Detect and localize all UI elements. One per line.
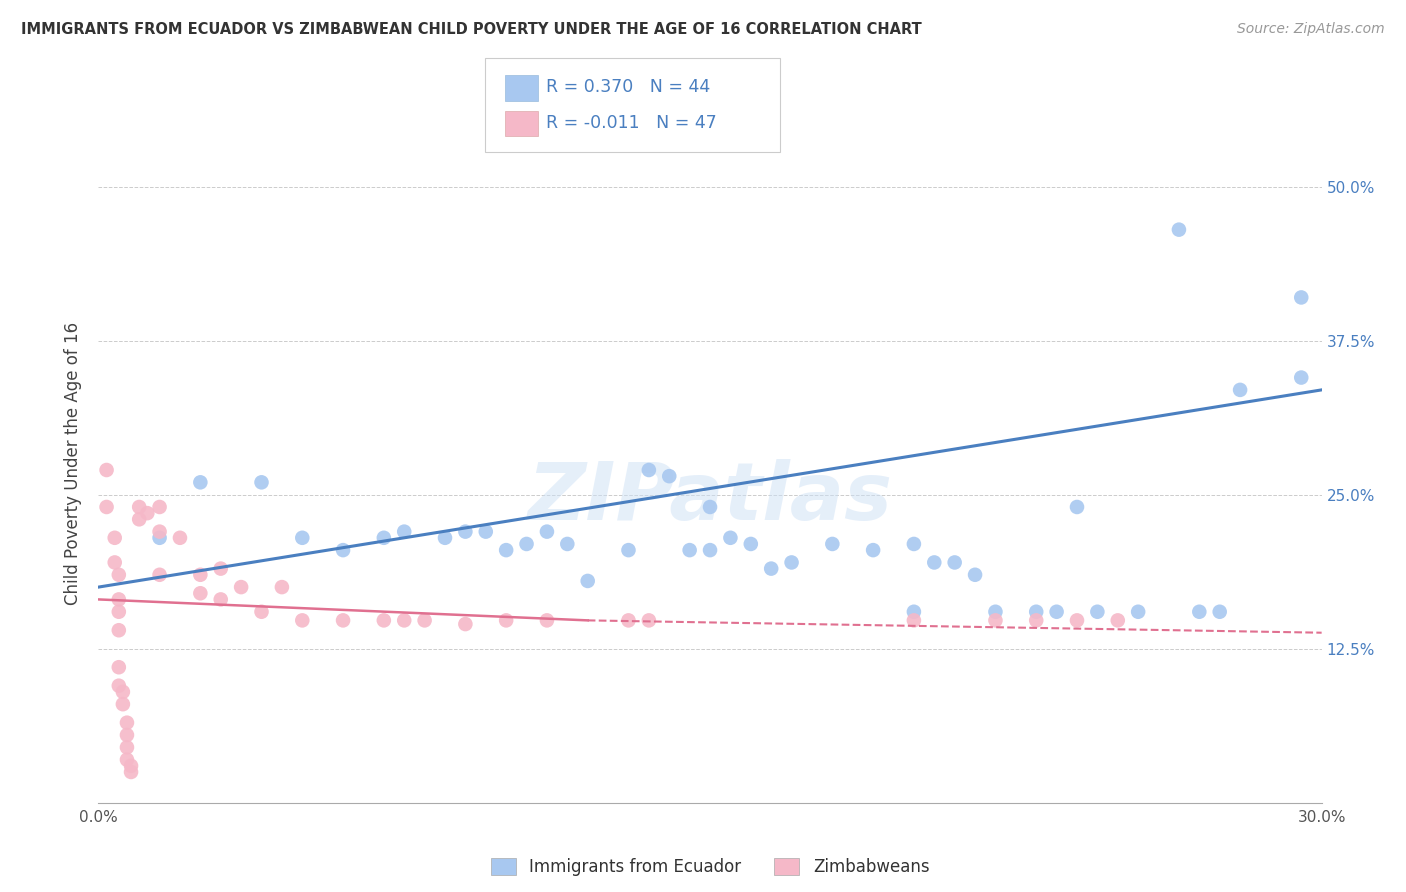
Point xyxy=(136,506,159,520)
Point xyxy=(434,531,457,545)
Point xyxy=(115,728,138,742)
Point xyxy=(780,556,803,570)
Point xyxy=(638,613,661,627)
Point xyxy=(332,543,354,558)
Point xyxy=(108,660,131,674)
Point xyxy=(115,740,138,755)
Point xyxy=(188,586,212,600)
Point xyxy=(1291,290,1313,304)
Point xyxy=(1025,613,1047,627)
Point xyxy=(128,512,150,526)
Point xyxy=(965,567,987,582)
Y-axis label: Child Poverty Under the Age of 16: Child Poverty Under the Age of 16 xyxy=(65,322,83,606)
Point xyxy=(1066,613,1088,627)
Point xyxy=(557,537,579,551)
Point xyxy=(903,537,925,551)
Point xyxy=(291,531,314,545)
Point xyxy=(104,531,127,545)
Point xyxy=(96,463,118,477)
Point xyxy=(1209,605,1232,619)
Point xyxy=(413,613,436,627)
Point xyxy=(231,580,253,594)
Point xyxy=(104,556,127,570)
Point xyxy=(1066,500,1088,514)
Point xyxy=(250,605,273,619)
Point xyxy=(392,524,416,539)
Point xyxy=(984,613,1007,627)
Point xyxy=(903,613,925,627)
Point xyxy=(536,613,558,627)
Point xyxy=(1128,605,1150,619)
Point xyxy=(1045,605,1069,619)
Point xyxy=(120,759,142,773)
Point xyxy=(1025,605,1047,619)
Point xyxy=(291,613,314,627)
Point xyxy=(120,764,142,779)
Point xyxy=(761,561,783,575)
Point xyxy=(250,475,273,490)
Point xyxy=(373,531,395,545)
Point xyxy=(740,537,762,551)
Point xyxy=(209,592,232,607)
Point xyxy=(495,613,517,627)
Point xyxy=(1167,222,1189,236)
Point xyxy=(821,537,844,551)
Point xyxy=(96,500,118,514)
Point xyxy=(658,469,681,483)
Point xyxy=(149,524,172,539)
Point xyxy=(699,500,721,514)
Point xyxy=(188,475,212,490)
Point xyxy=(169,531,191,545)
Point xyxy=(679,543,702,558)
Point xyxy=(392,613,416,627)
Point xyxy=(111,697,134,711)
Point xyxy=(149,500,172,514)
Point xyxy=(617,613,640,627)
Point xyxy=(474,524,498,539)
Point xyxy=(943,556,966,570)
Point xyxy=(115,715,138,730)
Point xyxy=(108,679,131,693)
Point xyxy=(638,463,661,477)
Point xyxy=(1291,370,1313,384)
Point xyxy=(108,624,131,638)
Point xyxy=(270,580,294,594)
Point xyxy=(188,567,212,582)
Point xyxy=(922,556,945,570)
Point xyxy=(108,567,131,582)
Text: IMMIGRANTS FROM ECUADOR VS ZIMBABWEAN CHILD POVERTY UNDER THE AGE OF 16 CORRELAT: IMMIGRANTS FROM ECUADOR VS ZIMBABWEAN CH… xyxy=(21,22,922,37)
Point xyxy=(108,605,131,619)
Point xyxy=(576,574,599,588)
Point xyxy=(1229,383,1251,397)
Point xyxy=(516,537,538,551)
Point xyxy=(720,531,742,545)
Point xyxy=(111,685,134,699)
Point xyxy=(332,613,354,627)
Point xyxy=(149,531,172,545)
Point xyxy=(149,567,172,582)
Point xyxy=(1188,605,1211,619)
Point xyxy=(1085,605,1108,619)
Point xyxy=(862,543,884,558)
Point xyxy=(984,605,1007,619)
Text: R = -0.011   N = 47: R = -0.011 N = 47 xyxy=(546,114,716,132)
Point xyxy=(128,500,150,514)
Point xyxy=(1107,613,1129,627)
Text: R = 0.370   N = 44: R = 0.370 N = 44 xyxy=(546,78,710,96)
Point xyxy=(536,524,558,539)
Point xyxy=(454,524,477,539)
Point xyxy=(699,543,721,558)
Point xyxy=(115,753,138,767)
Point xyxy=(209,561,232,575)
Point xyxy=(495,543,517,558)
Point xyxy=(903,605,925,619)
Text: Source: ZipAtlas.com: Source: ZipAtlas.com xyxy=(1237,22,1385,37)
Text: ZIPatlas: ZIPatlas xyxy=(527,458,893,537)
Point xyxy=(108,592,131,607)
Point xyxy=(454,617,477,632)
Legend: Immigrants from Ecuador, Zimbabweans: Immigrants from Ecuador, Zimbabweans xyxy=(484,851,936,882)
Point xyxy=(373,613,395,627)
Point xyxy=(617,543,640,558)
